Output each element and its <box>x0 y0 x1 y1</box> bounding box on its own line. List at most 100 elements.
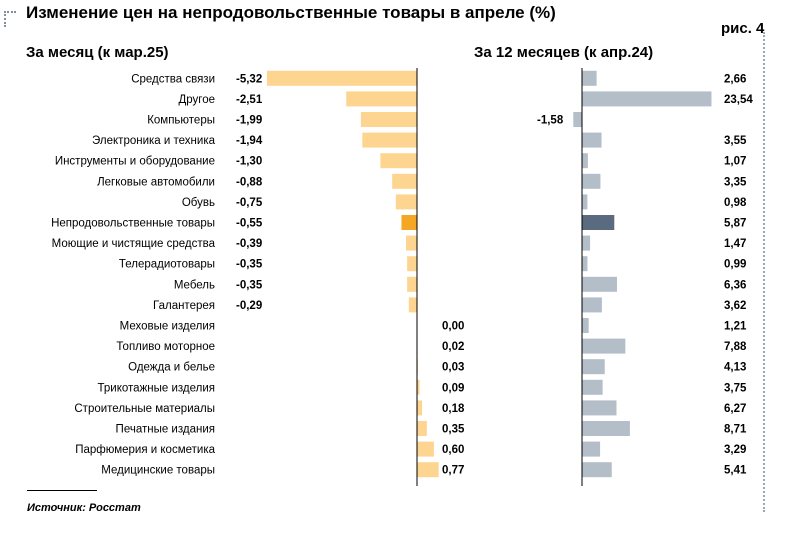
category-label: Одежда и белье <box>128 362 215 374</box>
yearly-bar <box>582 379 603 395</box>
yearly-bar <box>582 338 626 354</box>
monthly-value-label: 0,02 <box>442 341 464 353</box>
yearly-bar <box>582 132 602 148</box>
monthly-bar <box>417 421 427 436</box>
source-note: Источник: Росстат <box>27 502 141 514</box>
yearly-bar <box>582 421 630 436</box>
source-rule <box>27 490 97 491</box>
category-label: Телерадиотовары <box>119 259 215 271</box>
monthly-value-label: -0,35 <box>236 279 263 291</box>
monthly-bar <box>362 132 417 148</box>
yearly-bar <box>582 91 712 107</box>
yearly-bar <box>573 112 582 127</box>
monthly-bar <box>407 256 417 272</box>
monthly-bar <box>266 70 417 86</box>
category-label: Компьютеры <box>147 115 215 127</box>
yearly-value-label: 5,41 <box>724 465 747 477</box>
category-label: Медицинские товары <box>101 465 215 477</box>
monthly-value-label: -0,39 <box>236 238 262 250</box>
yearly-bar <box>582 153 588 169</box>
yearly-panel-title: За 12 месяцев (к апр.24) <box>474 44 654 61</box>
yearly-value-label: 23,54 <box>724 94 753 106</box>
yearly-value-label: 3,75 <box>724 382 747 394</box>
yearly-value-label: 3,62 <box>724 300 746 312</box>
monthly-panel-title: За месяц (к мар.25) <box>26 44 169 61</box>
yearly-value-label: 5,87 <box>724 218 746 230</box>
yearly-value-label: -1,58 <box>537 115 564 127</box>
category-label: Топливо моторное <box>116 341 215 353</box>
yearly-bar <box>582 235 591 251</box>
yearly-bar <box>582 276 617 292</box>
category-label: Трикотажные изделия <box>98 382 215 394</box>
monthly-value-label: 0,18 <box>442 403 465 415</box>
category-label: Другое <box>178 94 215 106</box>
monthly-bar <box>360 112 417 127</box>
monthly-bar <box>408 297 417 313</box>
yearly-value-label: 3,55 <box>724 135 747 147</box>
yearly-value-label: 3,35 <box>724 176 747 188</box>
monthly-value-label: 0,77 <box>442 465 464 477</box>
yearly-value-label: 2,66 <box>724 73 746 85</box>
yearly-value-label: 3,29 <box>724 444 746 456</box>
figure-label: рис. 4 <box>721 20 765 37</box>
category-label: Мебель <box>174 279 215 291</box>
category-label: Непродовольственные товары <box>51 218 215 230</box>
monthly-bar <box>417 400 423 416</box>
category-label: Строительные материалы <box>74 403 215 415</box>
monthly-value-label: 0,03 <box>442 362 464 374</box>
category-label: Галантерея <box>153 300 215 312</box>
monthly-value-label: -1,99 <box>236 115 262 127</box>
yearly-value-label: 7,88 <box>724 341 747 353</box>
yearly-bar <box>582 70 597 86</box>
monthly-bar <box>417 462 439 478</box>
monthly-value-label: 0,60 <box>442 444 464 456</box>
chart-title: Изменение цен на непродовольственные тов… <box>26 3 556 22</box>
frame-decoration-left <box>4 11 6 27</box>
monthly-value-label: -0,88 <box>236 176 263 188</box>
monthly-bar <box>401 215 417 230</box>
monthly-bar <box>380 153 417 169</box>
yearly-value-label: 1,47 <box>724 238 746 250</box>
monthly-value-label: -0,35 <box>236 259 263 271</box>
monthly-value-label: -5,32 <box>236 73 262 85</box>
yearly-bar <box>582 297 602 313</box>
yearly-value-label: 6,36 <box>724 279 746 291</box>
category-label: Парфюмерия и косметика <box>75 444 215 456</box>
monthly-value-label: -0,75 <box>236 197 263 209</box>
yearly-value-label: 0,99 <box>724 259 746 271</box>
category-label: Моющие и чистящие средства <box>52 238 216 250</box>
yearly-bar <box>582 194 588 210</box>
yearly-value-label: 8,71 <box>724 424 747 436</box>
yearly-bar <box>582 462 612 478</box>
category-label: Легковые автомобили <box>97 176 215 188</box>
yearly-value-label: 1,07 <box>724 156 746 168</box>
monthly-bar <box>417 441 434 457</box>
frame-decoration-right <box>763 32 765 512</box>
monthly-bar <box>395 194 417 210</box>
monthly-value-label: -0,29 <box>236 300 262 312</box>
monthly-value-label: 0,00 <box>442 321 464 333</box>
yearly-bar <box>582 318 589 333</box>
category-label: Печатные издания <box>116 424 215 436</box>
monthly-value-label: 0,09 <box>442 382 464 394</box>
yearly-bar <box>582 400 617 416</box>
monthly-bar <box>392 173 417 189</box>
monthly-bar <box>407 276 417 292</box>
monthly-value-label: 0,35 <box>442 424 465 436</box>
category-label: Обувь <box>182 197 215 209</box>
yearly-value-label: 0,98 <box>724 197 747 209</box>
category-label: Меховые изделия <box>120 321 215 333</box>
yearly-bar <box>582 359 605 375</box>
monthly-bar <box>346 91 417 107</box>
yearly-bar <box>582 441 601 457</box>
monthly-value-label: -1,94 <box>236 135 263 147</box>
category-label: Инструменты и оборудование <box>55 156 215 168</box>
yearly-value-label: 4,13 <box>724 362 746 374</box>
monthly-value-label: -1,30 <box>236 156 262 168</box>
monthly-bar <box>406 235 417 251</box>
frame-decoration-top <box>4 11 16 13</box>
monthly-bar <box>417 379 420 395</box>
yearly-bar <box>582 173 601 189</box>
yearly-value-label: 1,21 <box>724 321 747 333</box>
